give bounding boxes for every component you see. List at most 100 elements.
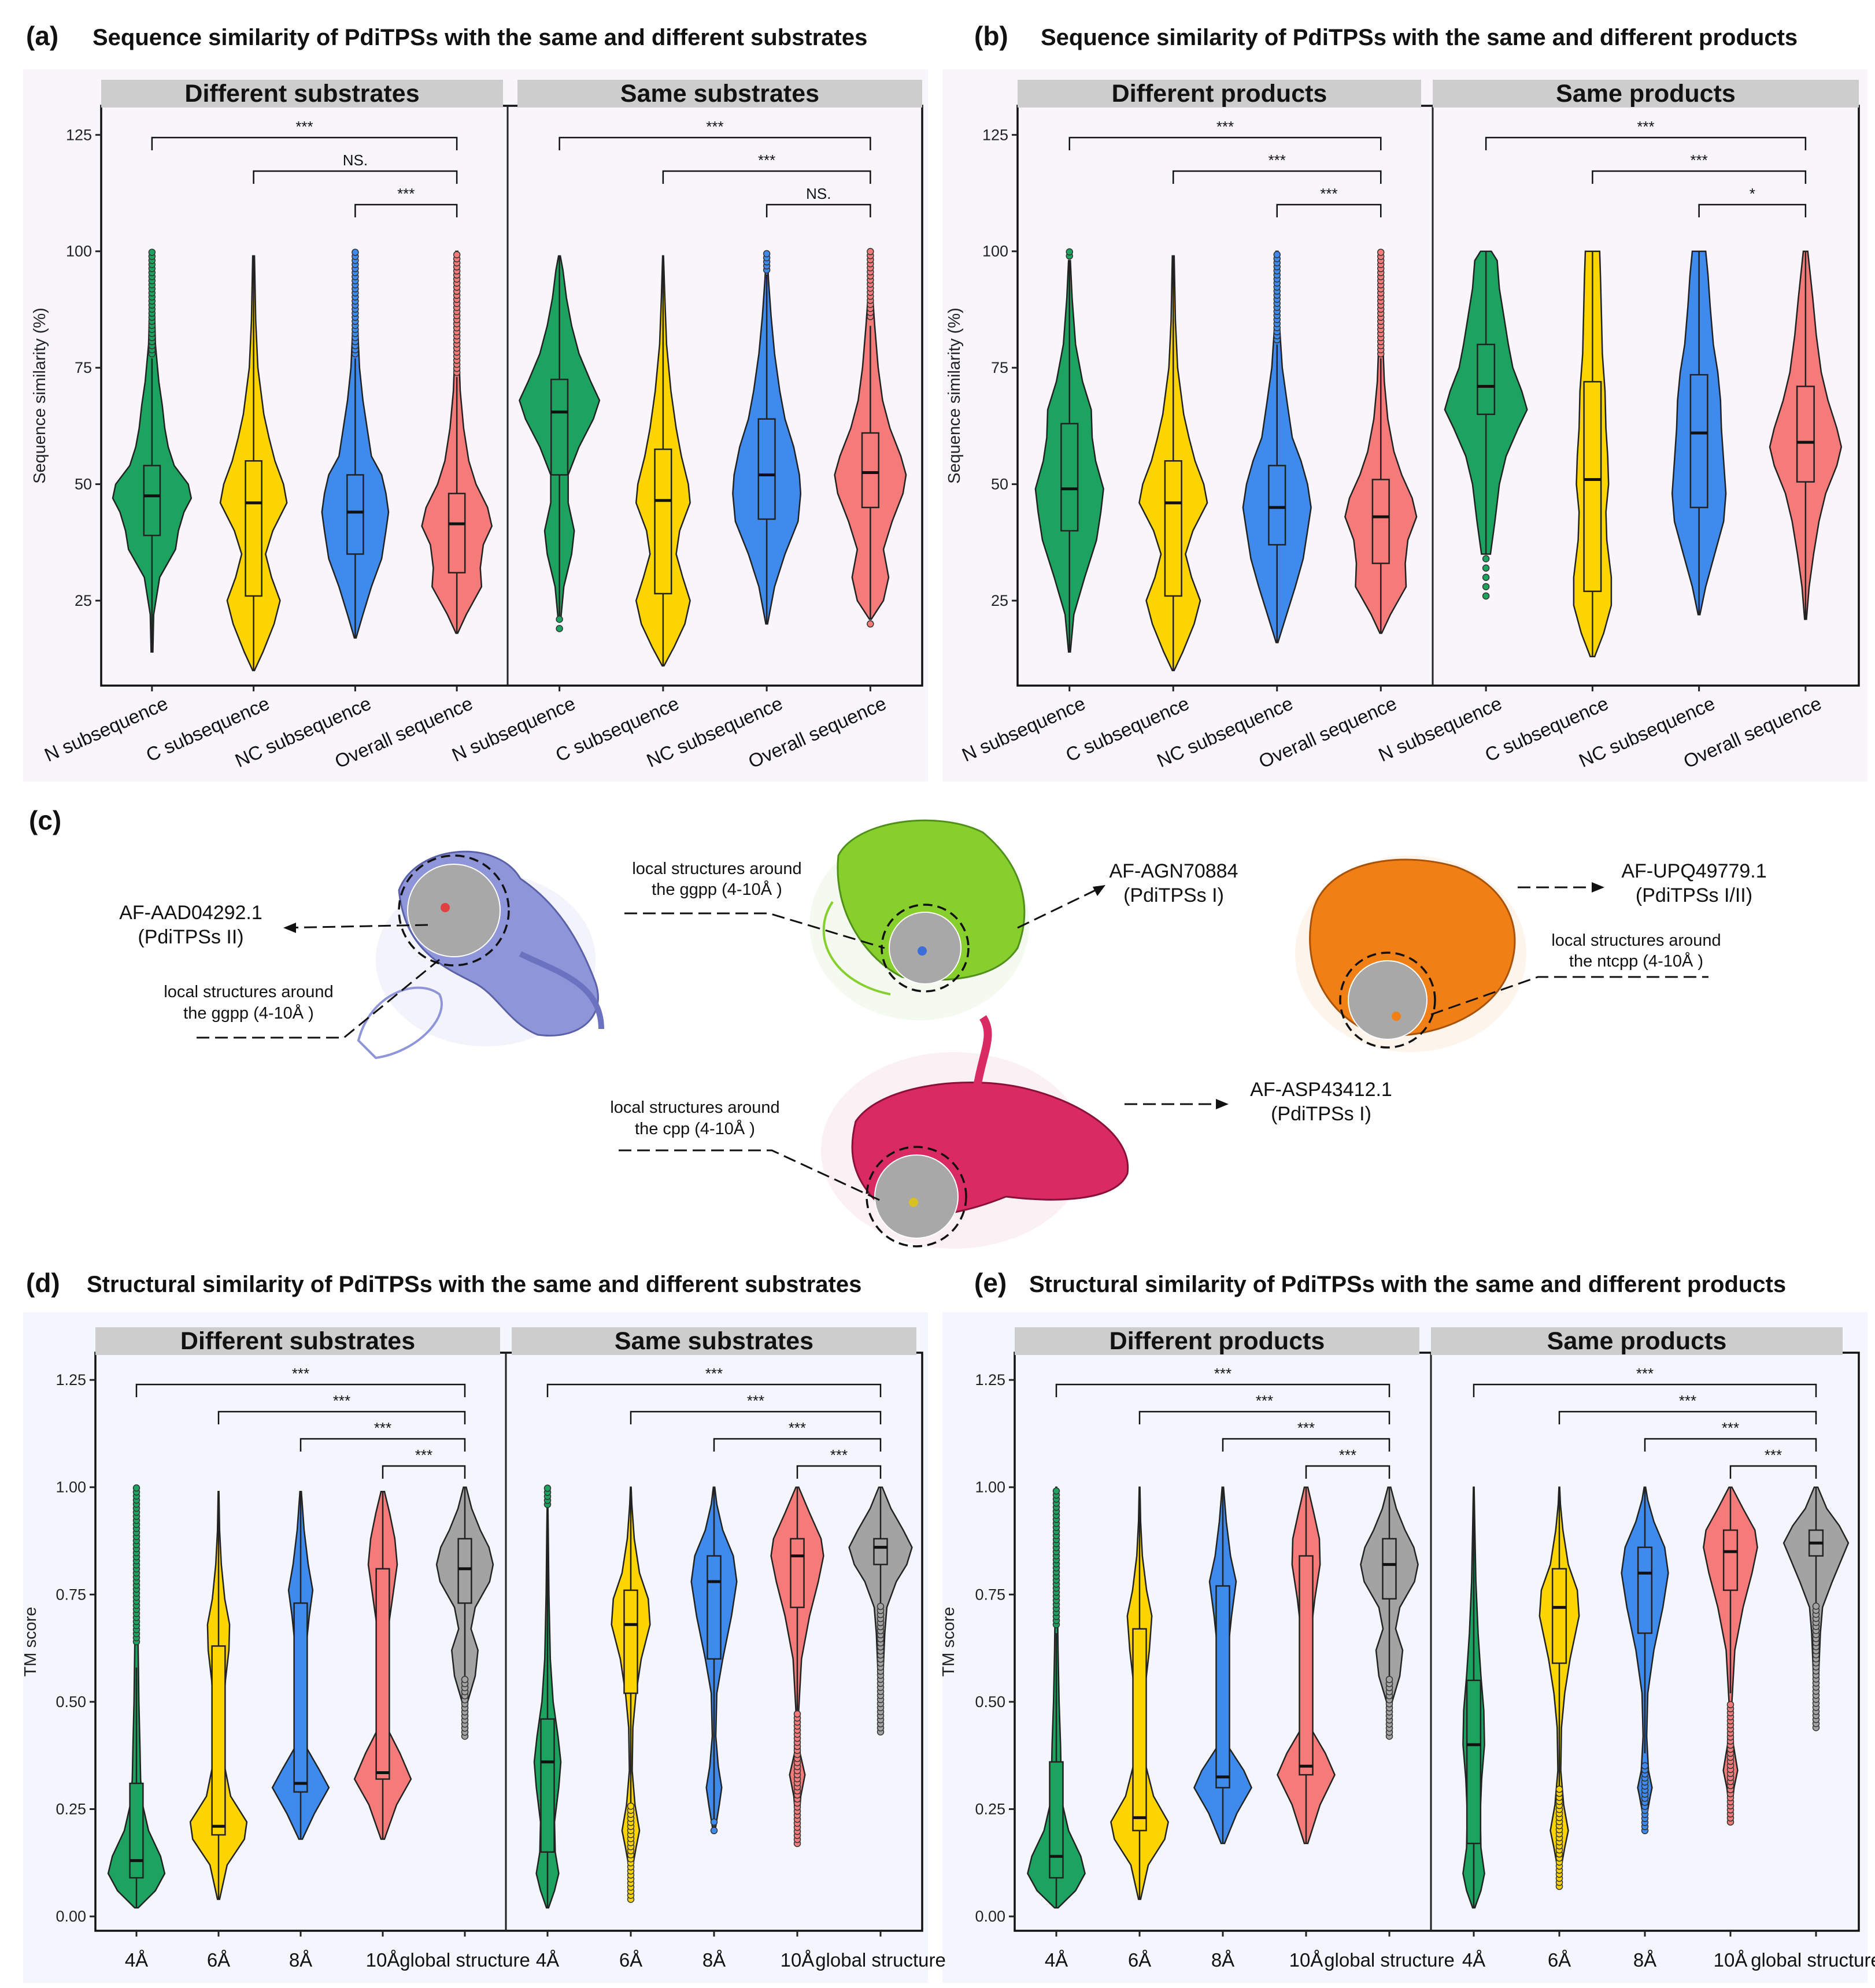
category-label: 8Å xyxy=(702,1949,726,1971)
y-tick-label: 1.25 xyxy=(56,1371,86,1389)
category-label: global structure xyxy=(1751,1949,1875,1971)
significance-bracket xyxy=(1592,170,1807,184)
iqr-box xyxy=(790,1538,805,1608)
iqr-box xyxy=(550,379,569,476)
significance-bracket xyxy=(662,170,871,184)
outlier-point xyxy=(710,1827,718,1834)
outlier-point xyxy=(1385,1676,1393,1683)
iqr-box xyxy=(1164,460,1182,597)
significance-bracket xyxy=(1698,203,1807,217)
iqr-box xyxy=(1268,465,1286,546)
leader-line-b xyxy=(1017,886,1102,929)
iqr-box xyxy=(623,1589,638,1694)
structure-d-id: AF-ASP43412.1 xyxy=(1250,1079,1392,1101)
protein-structure-d xyxy=(821,1015,1129,1249)
outlier-point xyxy=(1482,555,1490,562)
facet-strip-label: Different substrates xyxy=(184,80,419,108)
significance-label: NS. xyxy=(806,185,831,202)
protein-structure-c xyxy=(1295,856,1526,1052)
outlier-point xyxy=(793,1710,801,1718)
protein-structure-b xyxy=(809,819,1029,1020)
structure-a-class: (PdiTPSs II) xyxy=(138,926,243,948)
significance-bracket xyxy=(796,1465,882,1479)
facet-strip xyxy=(1433,80,1859,108)
outlier-point xyxy=(556,625,563,632)
significance-bracket xyxy=(546,1383,882,1397)
outlier-point xyxy=(710,1818,718,1826)
y-tick-label: 0.50 xyxy=(56,1693,86,1711)
facet-strip-label: Same substrates xyxy=(620,80,819,108)
significance-bracket xyxy=(217,1411,466,1424)
significance-label: *** xyxy=(1690,151,1707,169)
iqr-box xyxy=(1796,386,1815,483)
significance-bracket xyxy=(1729,1465,1817,1479)
iqr-box xyxy=(293,1602,308,1793)
violin-group: 4Å xyxy=(533,1484,562,1971)
violin-group: 4Å xyxy=(1027,1486,1086,1971)
significance-bracket xyxy=(1222,1438,1390,1452)
iqr-box xyxy=(457,1538,472,1604)
facet-strip xyxy=(1015,1327,1419,1355)
y-axis-label: Sequence similarity (%) xyxy=(945,308,964,484)
outlier-point xyxy=(877,1602,885,1611)
iqr-box xyxy=(448,493,466,573)
facet-strip xyxy=(1431,1327,1843,1355)
iqr-box xyxy=(1371,479,1390,564)
structure-b-annot-line2: the ggpp (4-10Å ) xyxy=(652,880,782,899)
significance-label: *** xyxy=(1297,1419,1315,1437)
significance-label: *** xyxy=(1765,1446,1782,1464)
chart-title: Sequence similarity of PdiTPSs with the … xyxy=(1041,25,1798,50)
violin-group: 8Å xyxy=(690,1486,738,1971)
category-label: 10Å xyxy=(1714,1949,1748,1971)
y-tick-label: 100 xyxy=(66,243,92,260)
y-tick-label: 50 xyxy=(991,476,1008,493)
facet-strip-label: Same products xyxy=(1547,1327,1727,1355)
annot-line-a xyxy=(197,958,440,1039)
annot-line-d xyxy=(619,1149,885,1204)
category-label: 8Å xyxy=(1633,1949,1656,1971)
significance-label: *** xyxy=(758,151,775,169)
outlier-point xyxy=(1555,1785,1563,1793)
y-tick-label: 75 xyxy=(991,359,1008,376)
significance-bracket xyxy=(1068,136,1382,150)
category-label: 10Å xyxy=(366,1949,400,1971)
facet-strip-label: Different products xyxy=(1110,1327,1325,1355)
y-tick-label: 125 xyxy=(982,126,1008,143)
outlier-point xyxy=(132,1484,140,1492)
y-tick-label: 25 xyxy=(75,592,92,609)
outlier-point xyxy=(1482,592,1490,600)
plot-frame xyxy=(94,1352,923,1932)
category-label: 6Å xyxy=(207,1949,230,1971)
outlier-point xyxy=(352,249,359,256)
structure-d-annot-line2: the cpp (4-10Å ) xyxy=(635,1119,755,1138)
violin-group: 6Å xyxy=(1110,1486,1169,1971)
significance-bracket xyxy=(382,1465,466,1479)
iqr-box xyxy=(1132,1628,1147,1831)
structure-a-annot-line1: local structures around xyxy=(164,983,333,1001)
outlier-point xyxy=(1066,248,1073,256)
facet-strip xyxy=(101,80,503,108)
protein-structure-a xyxy=(357,850,604,1060)
chart-title: Sequence similarity of PdiTPSs with the … xyxy=(93,25,867,50)
iqr-box xyxy=(1049,1761,1064,1879)
structure-b-class: (PdiTPSs I) xyxy=(1123,884,1224,906)
iqr-box xyxy=(1477,343,1496,415)
significance-label: *** xyxy=(415,1446,432,1464)
significance-bracket xyxy=(1173,170,1382,184)
significance-label: *** xyxy=(1320,185,1337,202)
outlier-point xyxy=(543,1484,552,1492)
panel-c: (c) AF-AAD04292.1 (PdiTPSs II) local str… xyxy=(29,805,1767,1249)
y-axis-label: TM score xyxy=(21,1607,40,1677)
outlier-point xyxy=(1641,1762,1649,1769)
iqr-box xyxy=(1215,1585,1230,1789)
significance-bracket xyxy=(630,1411,882,1424)
y-tick-label: 0.25 xyxy=(56,1801,86,1818)
outlier-point xyxy=(867,620,874,628)
significance-bracket xyxy=(559,136,871,150)
significance-bracket xyxy=(135,1383,466,1397)
y-tick-label: 0.75 xyxy=(56,1586,86,1603)
significance-label: *** xyxy=(292,1365,309,1382)
outlier-point xyxy=(461,1676,469,1683)
outlier-point xyxy=(1812,1602,1820,1610)
